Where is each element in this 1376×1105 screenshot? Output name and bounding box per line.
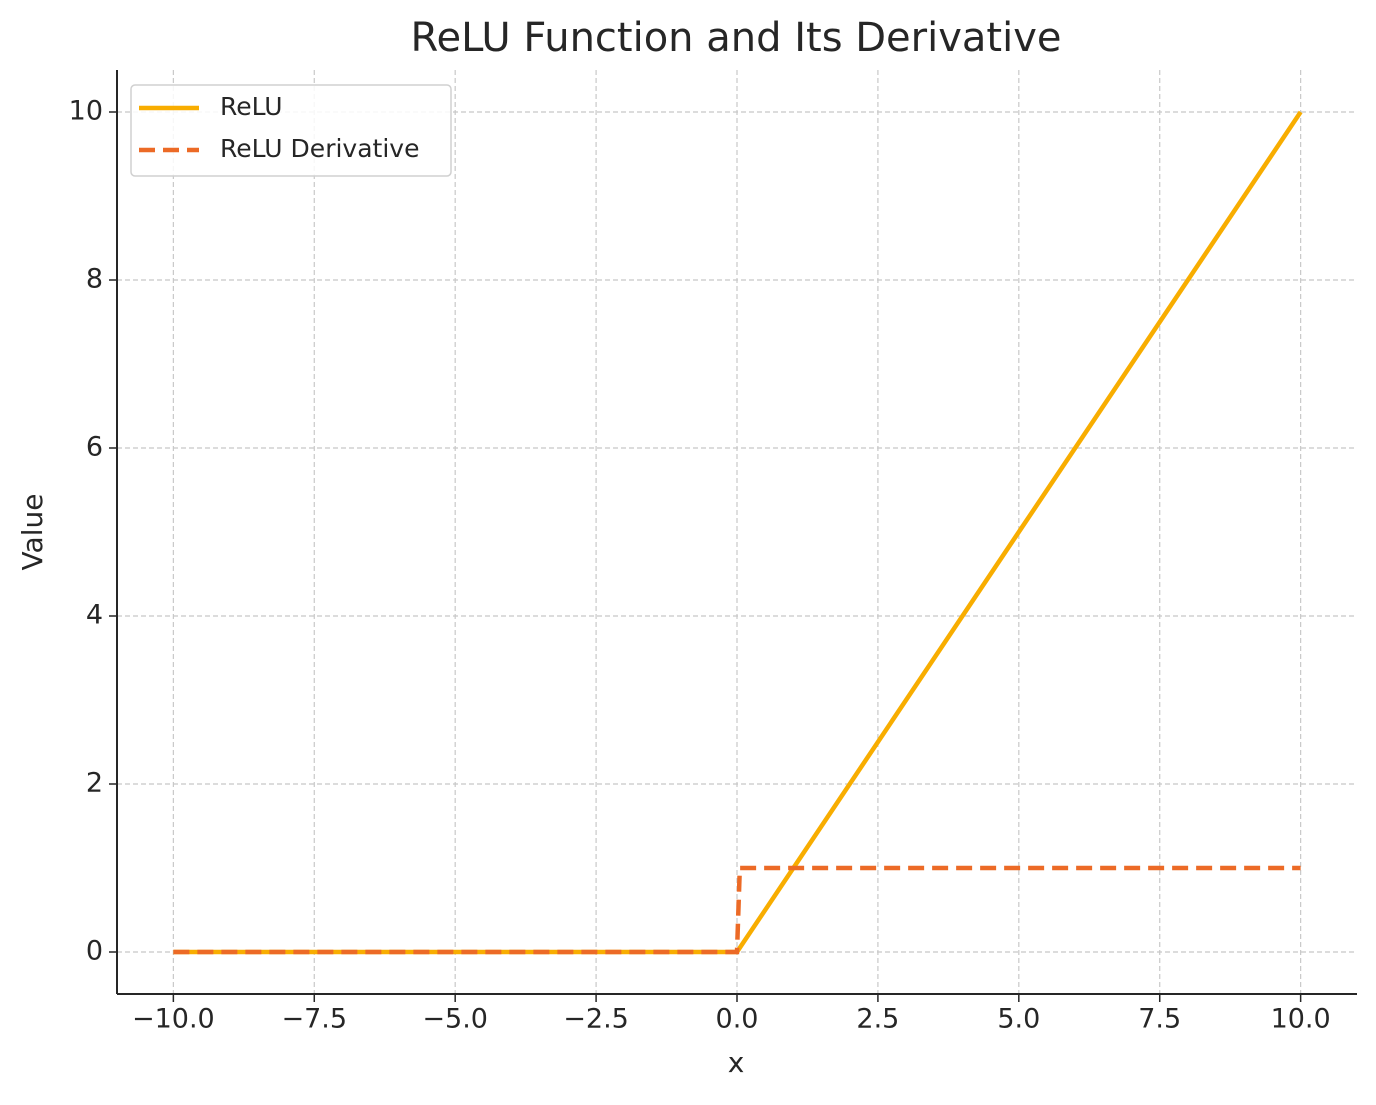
x-tick-label: 5.0 (997, 1004, 1040, 1035)
y-axis-label: Value (16, 494, 49, 571)
legend-label: ReLU Derivative (220, 134, 419, 163)
y-tick-label: 10 (69, 96, 103, 127)
x-tick-label: −7.5 (281, 1004, 347, 1035)
y-tick-label: 0 (86, 936, 103, 967)
legend-box (130, 84, 452, 177)
y-tick-label: 4 (86, 600, 103, 631)
y-tick-label: 2 (86, 768, 103, 799)
y-tick-label: 8 (86, 264, 103, 295)
y-tick-label: 6 (86, 432, 103, 463)
x-tick-label: −5.0 (422, 1004, 488, 1035)
x-tick-label: −10.0 (132, 1004, 215, 1035)
x-tick-label: 2.5 (856, 1004, 899, 1035)
legend: ReLU ReLU Derivative (130, 84, 452, 177)
x-tick-label: −2.5 (563, 1004, 629, 1035)
legend-label: ReLU (220, 92, 283, 121)
chart-title: ReLU Function and Its Derivative (411, 15, 1062, 61)
x-tick-label: 7.5 (1138, 1004, 1181, 1035)
x-tick-label: 10.0 (1271, 1004, 1331, 1035)
x-tick-label: 0.0 (716, 1004, 759, 1035)
x-axis-label: x (728, 1046, 745, 1079)
series-line (173, 865, 1301, 955)
